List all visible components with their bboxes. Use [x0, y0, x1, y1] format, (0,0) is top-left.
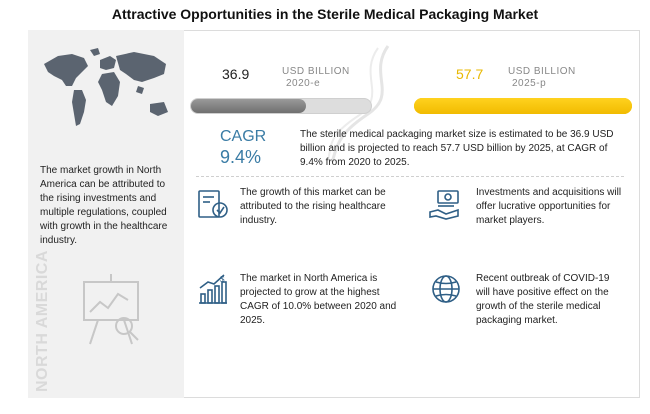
fact-investments: Investments and acquisitions will offer … — [476, 187, 622, 226]
unit-2020-currency: USD BILLION — [282, 66, 350, 77]
healthcare-growth-icon — [198, 190, 228, 218]
investment-money-icon — [429, 190, 459, 220]
page-title: Attractive Opportunities in the Sterile … — [111, 6, 539, 22]
globe-virus-icon — [432, 275, 460, 303]
presentation-board-icon — [83, 274, 139, 345]
unit-2020: USD BILLION 2020-e — [282, 66, 350, 90]
svg-text:$: $ — [220, 275, 225, 284]
bar-2020 — [190, 98, 372, 114]
north-america-description: The market growth in North America can b… — [40, 165, 168, 246]
value-2025: 57.7 — [456, 66, 484, 82]
fact-north-america: The market in North America is projected… — [240, 273, 397, 326]
cagr-label: CAGR — [220, 128, 267, 145]
cagr-value: 9.4% — [220, 147, 262, 167]
unit-2020-year: 2020-e — [286, 78, 321, 89]
value-2020: 36.9 — [222, 66, 250, 82]
market-summary: The sterile medical packaging market siz… — [300, 129, 614, 168]
growth-chart-icon: $ — [199, 274, 227, 304]
region-label: NORTH AMERICA — [34, 250, 51, 392]
fact-covid: Recent outbreak of COVID-19 will have po… — [476, 273, 610, 326]
bar-2025-fill — [414, 98, 632, 114]
unit-2025-year: 2025-p — [512, 78, 547, 89]
world-map-icon — [44, 48, 168, 126]
fact-healthcare: The growth of this market can be attribu… — [240, 187, 386, 226]
divider — [196, 176, 624, 177]
unit-2025-currency: USD BILLION — [508, 66, 576, 77]
bar-2025 — [414, 98, 632, 114]
unit-2025: USD BILLION 2025-p — [508, 66, 576, 90]
bar-2020-fill — [191, 99, 307, 113]
